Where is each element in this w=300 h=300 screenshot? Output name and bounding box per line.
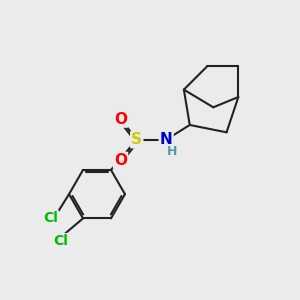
Text: S: S: [131, 132, 142, 147]
Text: O: O: [114, 153, 127, 168]
Text: Cl: Cl: [43, 211, 58, 225]
Text: O: O: [114, 112, 127, 127]
Text: N: N: [160, 132, 172, 147]
Text: Cl: Cl: [53, 234, 68, 248]
Text: H: H: [167, 145, 177, 158]
